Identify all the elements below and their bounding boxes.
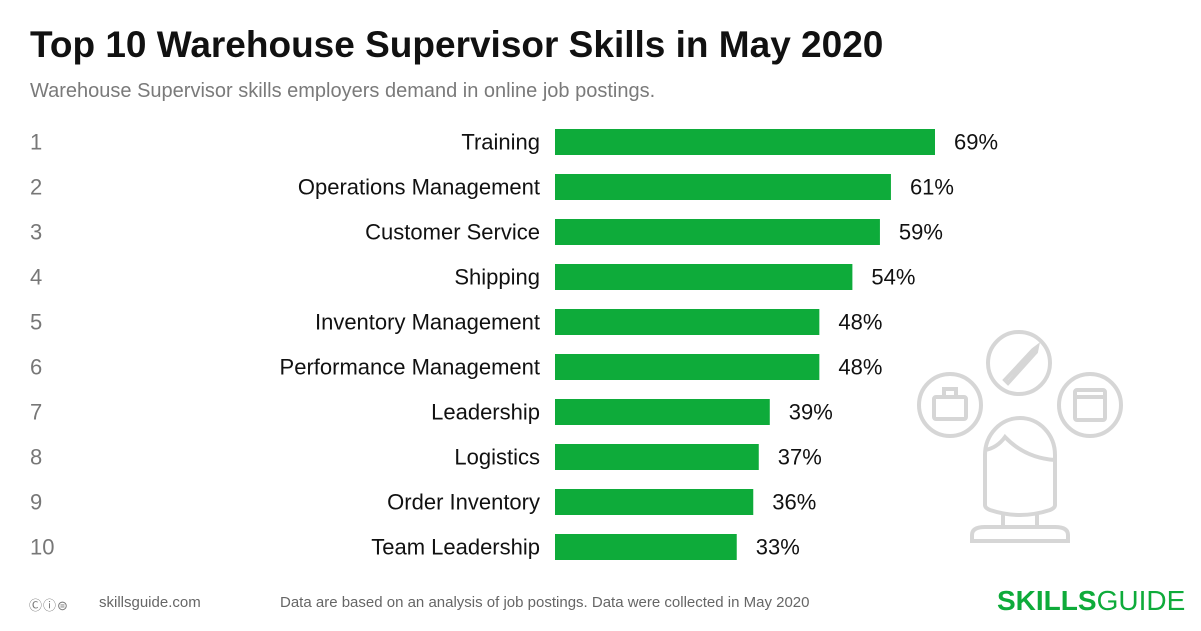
rank-label: 8 [30,445,42,470]
rank-label: 9 [30,490,42,515]
site-link[interactable]: skillsguide.com [99,594,201,611]
value-label: 39% [789,400,833,425]
chart-title: Top 10 Warehouse Supervisor Skills in Ma… [30,24,884,65]
rank-label: 7 [30,400,42,425]
category-label: Operations Management [298,175,540,200]
category-label: Order Inventory [387,490,540,515]
value-label: 37% [778,445,822,470]
category-label: Leadership [431,400,540,425]
category-label: Inventory Management [315,310,540,335]
value-label: 48% [838,355,882,380]
bar [555,399,770,425]
bar [555,129,935,155]
value-label: 54% [871,265,915,290]
logo-bold: SKILLS [997,585,1097,616]
rank-label: 5 [30,310,42,335]
value-label: 33% [756,535,800,560]
value-label: 69% [954,130,998,155]
bar [555,534,737,560]
bar [555,444,759,470]
bar [555,489,754,515]
attribution-icon: ⓘ [43,598,58,613]
category-label: Team Leadership [371,535,540,560]
category-label: Customer Service [365,220,540,245]
rank-label: 10 [30,535,54,560]
bar [555,264,853,290]
cc-icon: Ⓒ [29,598,44,613]
rank-label: 2 [30,175,42,200]
rank-label: 3 [30,220,42,245]
license-icons: Ⓒⓘ⊜ [29,595,69,614]
no-derivatives-icon: ⊜ [57,598,69,613]
bar [555,174,891,200]
rank-label: 6 [30,355,42,380]
person-with-skills-icon [917,330,1123,543]
logo-light: GUIDE [1096,585,1186,616]
category-label: Logistics [454,445,540,470]
bar [555,219,880,245]
value-label: 61% [910,175,954,200]
value-label: 59% [899,220,943,245]
bar [555,354,820,380]
footer-note: Data are based on an analysis of job pos… [280,594,810,611]
category-label: Performance Management [280,355,540,380]
value-label: 48% [838,310,882,335]
category-label: Shipping [454,265,540,290]
value-label: 36% [772,490,816,515]
skillsguide-logo: SKILLSGUIDE [997,585,1185,617]
category-label: Training [461,130,540,155]
bar [555,309,820,335]
rank-label: 4 [30,265,42,290]
chart-subtitle: Warehouse Supervisor skills employers de… [30,80,656,102]
rank-label: 1 [30,130,42,155]
